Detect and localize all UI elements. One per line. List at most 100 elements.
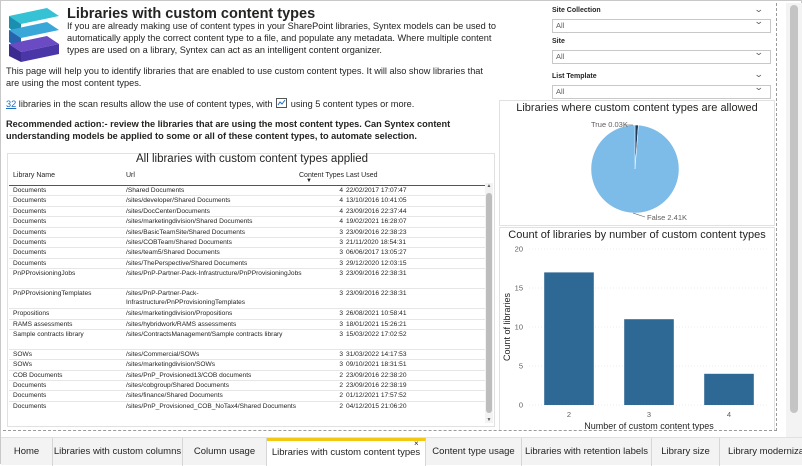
table-row[interactable]: Documents/sites/team5/Shared Documents 3 0… — [9, 248, 489, 259]
table-scroll-thumb[interactable] — [486, 193, 492, 413]
cell-url: /sites/cobgroup/Shared Documents — [126, 382, 229, 390]
tab-home[interactable]: Home — [1, 438, 53, 466]
filter-label-site-collection: Site Collection — [552, 7, 601, 14]
cell-url: /sites/marketingdivision/Propositions — [126, 310, 233, 318]
table-row[interactable]: Documents/sites/cobgroup/Shared Document… — [9, 381, 489, 392]
table-row[interactable]: SOWs/sites/marketingdivision/SOWs 3 09/10/… — [9, 360, 489, 371]
close-icon[interactable]: × — [414, 439, 419, 448]
cell-content-types: 2 — [339, 402, 343, 410]
y-tick-label: 15 — [515, 284, 523, 293]
cell-last-used: 23/09/2016 22:38:31 — [346, 270, 407, 278]
y-tick-label: 20 — [515, 245, 523, 254]
tab-libraries-with-custom-content-types[interactable]: Libraries with custom content types — [267, 438, 426, 466]
chevron-down-icon[interactable]: ⌄ — [753, 82, 764, 92]
table-row[interactable]: Propositions/sites/marketingdivision/Pro… — [9, 309, 489, 320]
tab-library-size[interactable]: Library size — [652, 438, 720, 466]
x-tick-label: 4 — [727, 410, 731, 419]
pie-slice-false[interactable] — [590, 124, 680, 214]
page-scroll-thumb[interactable] — [790, 5, 798, 413]
cell-last-used: 15/03/2022 17:02:52 — [346, 330, 407, 338]
table-row[interactable]: Documents/sites/finance/Shared Documents… — [9, 391, 489, 402]
library-count-value[interactable]: 32 — [6, 99, 17, 109]
column-header-last-used[interactable]: Last Used — [346, 172, 378, 179]
bar-2[interactable] — [544, 272, 594, 405]
table-body: Documents/Shared Documents 4 22/02/2017 17… — [9, 186, 489, 418]
table-row[interactable]: RAMS assessments/sites/hybridwork/RAMS a… — [9, 320, 489, 330]
cell-content-types: 3 — [339, 228, 343, 236]
y-axis-label: Count of libraries — [502, 292, 512, 361]
cell-content-types: 3 — [339, 330, 343, 338]
cell-library-name: Sample contracts library — [13, 330, 84, 338]
cell-last-used: 19/02/2021 16:28:07 — [346, 218, 407, 226]
cell-content-types: 3 — [339, 259, 343, 267]
cell-content-types: 3 — [339, 361, 343, 369]
table-row[interactable]: Documents/sites/BasicTeamSite/Shared Doc… — [9, 228, 489, 238]
page-tab-bar: Home Libraries with custom columns Colum… — [1, 437, 802, 466]
chevron-down-icon[interactable]: ⌄ — [753, 4, 764, 14]
chevron-down-icon[interactable]: ⌄ — [753, 47, 764, 57]
table-row[interactable]: Documents/sites/DocCenter/Documents 4 23/0… — [9, 207, 489, 218]
cell-url: /sites/PnP-Partner-Pack-Infrastructure/P… — [126, 270, 302, 278]
cell-library-name: Documents — [13, 382, 47, 390]
table-row[interactable]: PnPProvisioningJobs/sites/PnP-Partner-Pa… — [9, 269, 489, 290]
chevron-down-icon[interactable]: ⌄ — [753, 16, 764, 26]
cell-last-used: 22/02/2017 17:07:47 — [346, 187, 407, 194]
page-scrollbar[interactable] — [786, 3, 802, 437]
cell-last-used: 18/01/2021 15:26:21 — [346, 320, 407, 328]
cell-library-name: SOWs — [13, 361, 33, 369]
scroll-down-icon[interactable]: ▼ — [486, 417, 492, 423]
cell-content-types: 3 — [339, 238, 343, 246]
bar-chart[interactable]: 0 5 10 15 20 2 3 4 Number of custom content type… — [499, 243, 775, 431]
site-dropdown[interactable]: All — [552, 50, 771, 64]
list-template-dropdown[interactable]: All — [552, 85, 771, 99]
y-tick-label: 5 — [519, 362, 523, 371]
bar-3[interactable] — [624, 319, 674, 405]
cell-url: /sites/PnP_Provisioned_COB_NoTax4/Shared… — [126, 402, 297, 410]
table-row[interactable]: Documents/sites/marketingdivision/Shared… — [9, 217, 489, 228]
table-row[interactable]: Documents/sites/COBTeam/Shared Documents… — [9, 238, 489, 249]
tab-libraries-with-custom-columns[interactable]: Libraries with custom columns — [53, 438, 183, 466]
column-header-content-types[interactable]: Content Types — [299, 172, 345, 179]
tab-column-usage[interactable]: Column usage — [183, 438, 267, 466]
cell-url: /sites/ThePerspective/Shared Documents — [126, 259, 248, 267]
cell-library-name: Documents — [13, 207, 47, 215]
table-row[interactable]: COB Documents/sites/PnP_Provisioned13/CO… — [9, 371, 489, 382]
cell-last-used: 23/09/2016 22:38:31 — [346, 290, 407, 298]
cell-last-used: 21/11/2020 18:54:31 — [346, 238, 407, 246]
count-text-a: libraries in the scan results allow the … — [16, 99, 276, 109]
pie-label-false: False 2.41K — [647, 213, 687, 222]
cell-last-used: 31/03/2022 14:17:53 — [346, 350, 407, 358]
site-collection-dropdown[interactable]: All — [552, 19, 771, 33]
cell-content-types: 3 — [339, 310, 343, 318]
cell-content-types: 3 — [339, 350, 343, 358]
cell-content-types: 3 — [339, 320, 343, 328]
chevron-down-icon[interactable]: ⌄ — [753, 69, 764, 79]
table-row[interactable]: Sample contracts library/sites/Contracts… — [9, 330, 489, 350]
pie-chart[interactable]: True 0.03K False 2.41K — [499, 115, 775, 225]
cell-last-used: 23/09/2016 22:38:23 — [346, 228, 407, 236]
cell-library-name: PnPProvisioningTemplates — [13, 290, 92, 298]
column-header-url[interactable]: Url — [126, 172, 135, 179]
syntex-logo — [9, 8, 59, 62]
table-row[interactable]: SOWs/sites/Commercial/SOWs 3 31/03/2022 14… — [9, 350, 489, 361]
scroll-up-icon[interactable]: ▲ — [486, 183, 492, 189]
cell-url: /Shared Documents — [126, 187, 185, 194]
sort-desc-icon[interactable]: ▼ — [306, 178, 312, 184]
library-count-line: 32 libraries in the scan results allow t… — [6, 98, 486, 110]
column-header-library-name[interactable]: Library Name — [13, 172, 56, 179]
tab-content-type-usage[interactable]: Content type usage — [426, 438, 522, 466]
filter-label-list-template: List Template — [552, 73, 597, 80]
table-scrollbar[interactable]: ▲ ▼ — [485, 183, 493, 423]
table-title: All libraries with custom content types … — [135, 153, 369, 165]
table-row[interactable]: PnPProvisioningTemplates/sites/PnP-Partn… — [9, 289, 489, 310]
table-row[interactable]: Documents/sites/developer/Shared Documen… — [9, 196, 489, 207]
tab-library-modernization[interactable]: Library modernization — [720, 438, 802, 466]
table-row[interactable]: Documents/Shared Documents 4 22/02/2017 17… — [9, 186, 489, 197]
cell-library-name: Documents — [13, 218, 47, 226]
tab-libraries-with-retention-labels[interactable]: Libraries with retention labels — [522, 438, 652, 466]
table-row[interactable]: Documents/sites/ThePerspective/Shared Do… — [9, 259, 489, 270]
table-row[interactable]: Documents/sites/PnP_Provisioned_COB_NoTa… — [9, 402, 489, 418]
bar-4[interactable] — [704, 373, 754, 405]
cell-url: /sites/PnP_Provisioned13/COB documents — [126, 371, 252, 379]
cell-last-used: 13/10/2016 10:41:05 — [346, 197, 407, 205]
